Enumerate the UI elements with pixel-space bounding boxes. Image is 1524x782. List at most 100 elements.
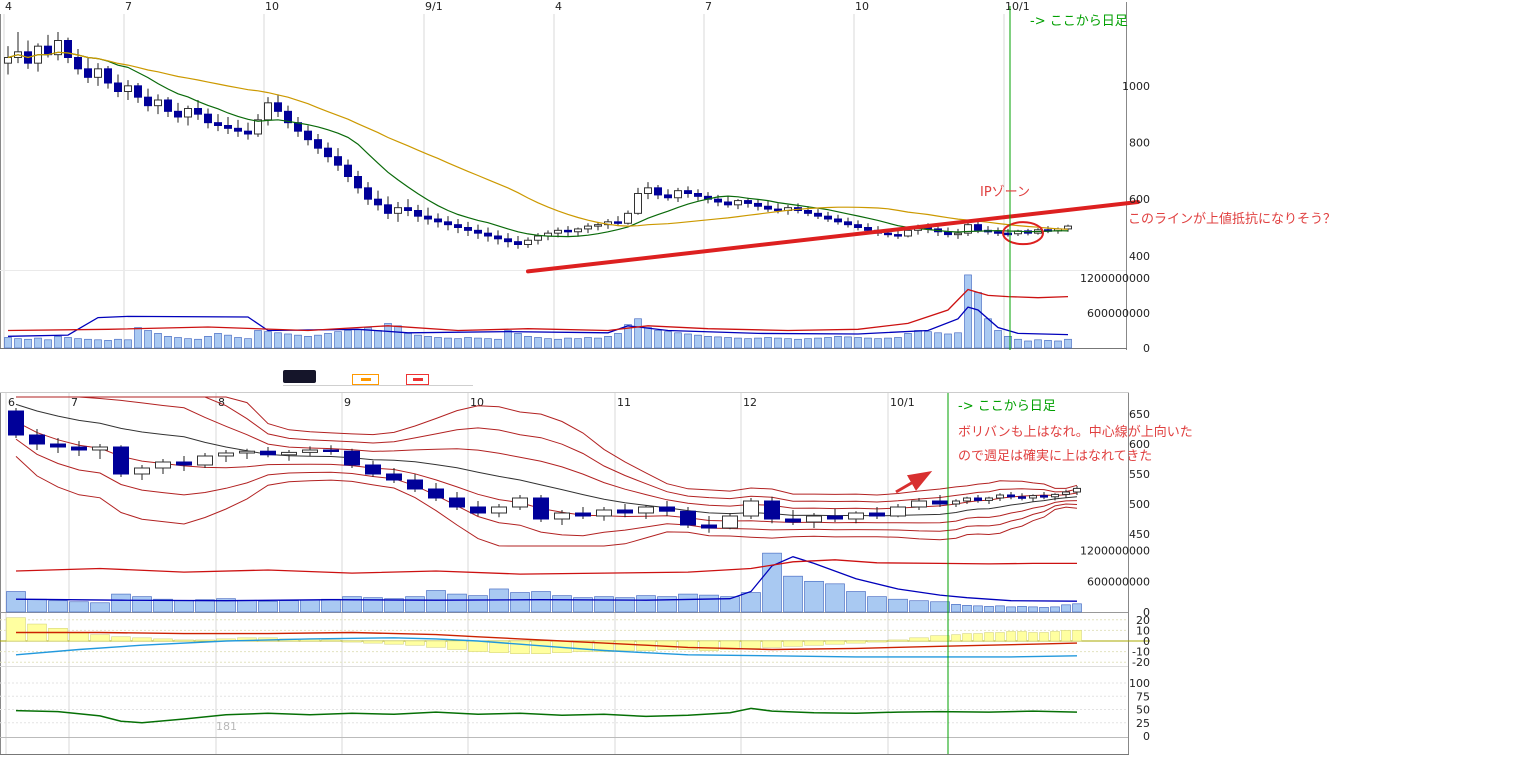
top-daily-note: -> ここから日足 bbox=[1030, 14, 1128, 29]
volume-bar bbox=[524, 336, 532, 349]
candle-body bbox=[754, 202, 762, 207]
volume-bar bbox=[254, 330, 262, 349]
candle-body bbox=[596, 509, 612, 517]
oscillator2-axis-label: 25 bbox=[1136, 717, 1150, 730]
volume-bar bbox=[1017, 606, 1027, 613]
volume-axis-label: 1200000000 bbox=[1080, 272, 1150, 285]
volume-bar bbox=[814, 337, 822, 349]
candle-body bbox=[454, 224, 462, 229]
volume-bar bbox=[544, 338, 552, 349]
volume-bar bbox=[424, 336, 432, 349]
volume-bar bbox=[964, 274, 972, 349]
candle-body bbox=[524, 239, 532, 245]
oscillator-histogram-bar bbox=[153, 638, 173, 642]
candle-body bbox=[155, 461, 171, 469]
oscillator-histogram-bar bbox=[615, 640, 635, 651]
volume-bar bbox=[494, 338, 502, 349]
candle-body bbox=[714, 198, 722, 203]
candle-body bbox=[884, 232, 892, 236]
toolbar-button-red[interactable] bbox=[406, 374, 429, 385]
candle-body bbox=[444, 221, 452, 226]
volume-bar bbox=[237, 599, 257, 613]
volume-bar bbox=[474, 337, 482, 349]
volume-bar bbox=[174, 600, 194, 613]
oscillator-histogram-bar bbox=[1061, 630, 1071, 642]
volume-bar bbox=[573, 597, 593, 613]
oscillator-histogram-bar bbox=[195, 639, 215, 642]
volume-bar bbox=[258, 600, 278, 613]
candle-body bbox=[1073, 487, 1081, 493]
candle-body bbox=[494, 235, 502, 240]
volume-bar bbox=[774, 337, 782, 349]
price-axis-label: 550 bbox=[1129, 468, 1150, 481]
volume-bar bbox=[84, 338, 92, 349]
volume-bar bbox=[944, 333, 952, 349]
candle-body bbox=[134, 467, 150, 475]
volume-bar bbox=[384, 598, 404, 613]
volume-bar bbox=[934, 332, 942, 349]
candle-body bbox=[374, 198, 382, 206]
bollinger-lower-band bbox=[15, 456, 1078, 547]
price-axis-label: 600 bbox=[1129, 438, 1150, 451]
oscillator-histogram-bar bbox=[363, 640, 383, 644]
volume-bar bbox=[694, 334, 702, 349]
x-axis-label: 4 bbox=[5, 0, 12, 13]
volume-bar bbox=[447, 593, 467, 613]
volume-bar bbox=[454, 338, 462, 349]
oscillator-histogram-bar bbox=[6, 617, 26, 642]
volume-bar bbox=[904, 333, 912, 349]
candle-body bbox=[904, 229, 912, 237]
x-axis-label: 6 bbox=[8, 396, 15, 409]
candle-body bbox=[584, 225, 592, 230]
volume-bar bbox=[1054, 340, 1062, 349]
bollinger-center-line bbox=[15, 403, 1078, 517]
candle-body bbox=[575, 512, 591, 517]
volume-bar bbox=[144, 330, 152, 349]
volume-bar bbox=[1061, 604, 1071, 613]
candle-body bbox=[254, 119, 262, 135]
oscillator-histogram-bar bbox=[951, 634, 961, 642]
oscillator-histogram-bar bbox=[930, 635, 950, 642]
oscillator-histogram-bar bbox=[995, 632, 1005, 642]
volume-bar bbox=[104, 340, 112, 349]
volume-bar bbox=[426, 590, 446, 613]
volume-bar bbox=[995, 605, 1005, 613]
candle-body bbox=[534, 235, 542, 241]
bollinger-upper-band bbox=[16, 396, 1078, 510]
candle-body bbox=[504, 238, 512, 243]
volume-bar bbox=[854, 337, 862, 349]
candle-body bbox=[104, 68, 112, 84]
candle-body bbox=[274, 102, 282, 112]
candle-body bbox=[244, 130, 252, 135]
volume-bar bbox=[4, 337, 12, 349]
candle-body bbox=[722, 515, 738, 529]
volume-bar bbox=[174, 337, 182, 349]
volume-bar bbox=[234, 337, 242, 349]
oscillator-green-line bbox=[15, 707, 1078, 724]
toolbar-button-orange[interactable] bbox=[352, 374, 379, 385]
volume-bar bbox=[909, 600, 929, 613]
oscillator-histogram-bar bbox=[909, 637, 929, 642]
volume-bar bbox=[510, 592, 530, 613]
volume-bar bbox=[974, 292, 982, 349]
x-axis-label: 10 bbox=[265, 0, 279, 13]
volume-bar bbox=[214, 333, 222, 349]
x-axis-label: 4 bbox=[555, 0, 562, 13]
toolbar-button-dark[interactable] bbox=[283, 370, 316, 383]
x-axis-label: 11 bbox=[617, 396, 631, 409]
oscillator1-axis-label: 0 bbox=[1143, 635, 1150, 648]
volume-bar bbox=[844, 336, 852, 349]
volume-axis-label: 600000000 bbox=[1087, 575, 1150, 588]
volume-bar bbox=[314, 334, 322, 349]
oscillator-histogram-bar bbox=[90, 634, 110, 642]
volume-bar bbox=[404, 333, 412, 349]
volume-bar bbox=[394, 325, 402, 349]
volume-bar bbox=[514, 333, 522, 349]
oscillator-histogram-bar bbox=[678, 640, 698, 650]
candle-body bbox=[743, 500, 759, 517]
volume-bar bbox=[704, 336, 712, 349]
oscillator-histogram-bar bbox=[804, 640, 824, 646]
candle-body bbox=[44, 45, 52, 56]
candle-body bbox=[484, 232, 492, 237]
volume-bar bbox=[615, 597, 635, 613]
